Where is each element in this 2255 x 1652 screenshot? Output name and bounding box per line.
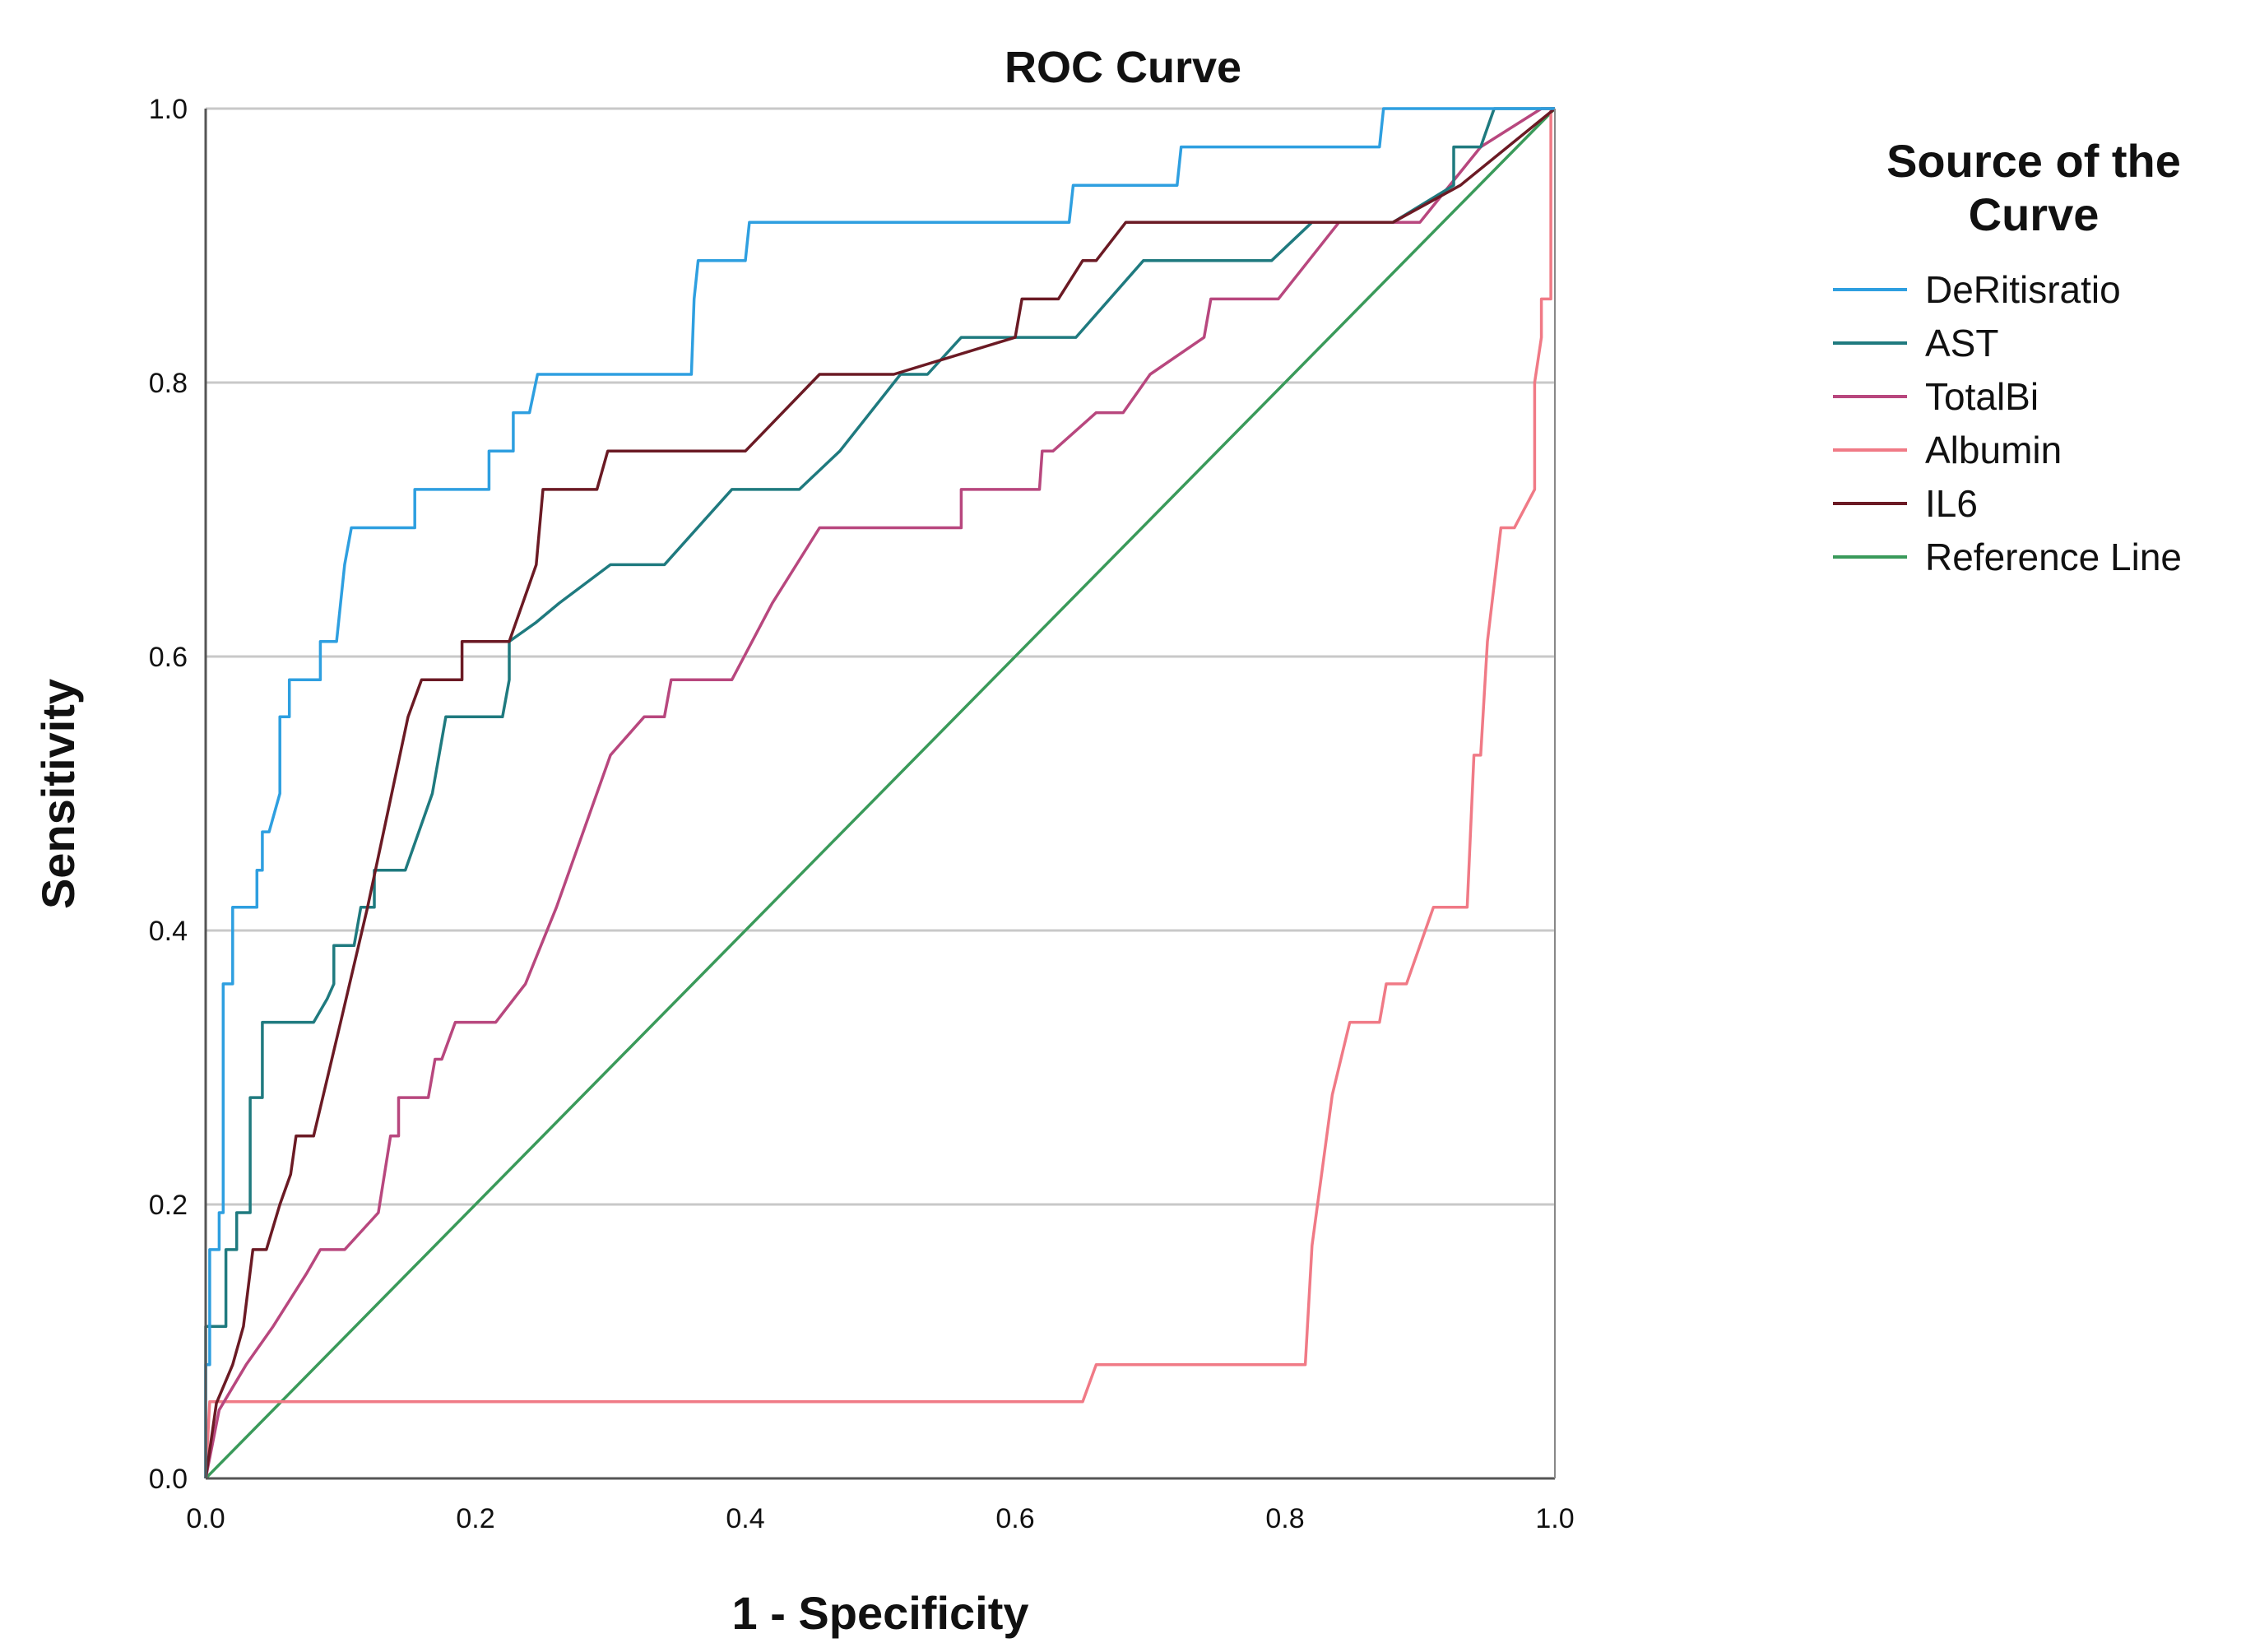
legend-label-reference-line: Reference Line <box>1925 536 2182 578</box>
y-tick-label: 0.0 <box>149 1464 188 1495</box>
x-tick-label: 0.6 <box>995 1503 1034 1534</box>
x-tick-label: 0.4 <box>726 1503 764 1534</box>
legend-label-il6: IL6 <box>1925 482 1978 525</box>
series-layer <box>204 107 1557 1480</box>
y-tick-label: 0.6 <box>149 642 188 673</box>
legend-title-line2: Curve <box>1969 188 2100 240</box>
legend-label-albumin: Albumin <box>1925 429 2062 471</box>
y-axis-title: Sensitivity <box>32 679 84 909</box>
y-tick-labels: 0.0 0.2 0.4 0.6 0.8 1.0 <box>149 94 188 1495</box>
gridlines <box>206 107 1555 1206</box>
series-line-albumin <box>204 107 1555 1479</box>
chart-title: ROC Curve <box>1005 43 1241 92</box>
x-tick-labels: 0.0 0.2 0.4 0.6 0.8 1.0 <box>186 1503 1574 1534</box>
series-line-ast <box>204 107 1555 1478</box>
legend-label-ast: AST <box>1925 322 1998 364</box>
y-tick-label: 0.2 <box>149 1190 188 1221</box>
series-line-deritisratio <box>204 107 1555 1478</box>
y-tick-label: 0.4 <box>149 916 188 947</box>
legend-items: DeRitisratio AST TotalBi Albumin IL6 Referenc… <box>1833 268 2182 578</box>
x-tick-label: 0.8 <box>1265 1503 1304 1534</box>
legend-label-totalbi: TotalBi <box>1925 375 2039 418</box>
y-tick-label: 1.0 <box>149 94 188 125</box>
legend-title-line1: Source of the <box>1886 135 2181 187</box>
series-line-totalbi <box>204 107 1555 1479</box>
series-line-il6 <box>204 107 1557 1479</box>
legend: Source of the Curve DeRitisratio AST Total… <box>1833 135 2182 578</box>
x-tick-label: 0.0 <box>186 1503 225 1534</box>
x-tick-label: 1.0 <box>1535 1503 1574 1534</box>
x-tick-label: 0.2 <box>456 1503 494 1534</box>
x-axis-title: 1 - Specificity <box>731 1587 1028 1639</box>
series-line-reference-line <box>204 107 1557 1480</box>
legend-label-deritisratio: DeRitisratio <box>1925 268 2121 311</box>
y-tick-label: 0.8 <box>149 368 188 399</box>
